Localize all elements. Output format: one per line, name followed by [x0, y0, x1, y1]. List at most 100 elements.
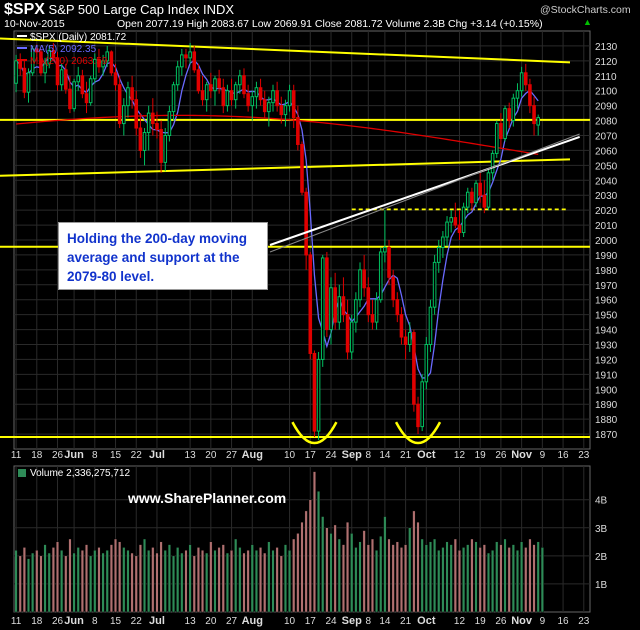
candle-body [250, 96, 255, 107]
candle-body [262, 99, 267, 113]
candle-body [366, 287, 371, 316]
candle-body [258, 87, 263, 101]
volume-bar [279, 555, 283, 613]
candle-body [242, 75, 246, 95]
volume-bar [499, 544, 503, 613]
candle-body [370, 314, 375, 323]
candle-body [345, 314, 350, 353]
bottom-arc [291, 421, 338, 445]
volume-bar [225, 552, 229, 613]
x-tick-label: Aug [242, 615, 263, 627]
volume-bar [312, 471, 316, 613]
volume-bar [428, 541, 432, 613]
volume-tick-label: 1B [595, 580, 608, 591]
volume-bar [242, 552, 246, 613]
candle-body [117, 84, 122, 125]
candle-body [490, 152, 495, 174]
volume-bar [47, 552, 51, 613]
volume-bar [109, 544, 113, 613]
candle-body [287, 90, 292, 107]
candle-body [337, 296, 342, 323]
x-tick-label: 22 [131, 616, 143, 627]
volume-bar [167, 544, 171, 613]
x-tick-label: 21 [400, 616, 412, 627]
x-tick-label: 24 [325, 616, 337, 627]
candle-body [39, 51, 43, 74]
candle-body [387, 246, 391, 278]
legend-ma5: MA(5) 2092.35 [30, 44, 97, 55]
volume-bar [93, 550, 97, 613]
x-tick-label: 10 [284, 450, 296, 461]
volume-bar [300, 521, 304, 613]
price-tick-label: 1990 [595, 251, 618, 262]
volume-bar [43, 544, 47, 613]
price-tick-label: 1950 [595, 311, 618, 322]
volume-bar [383, 516, 387, 613]
trendline-channel [0, 158, 571, 177]
candle-body [55, 57, 60, 86]
volume-bar [201, 550, 205, 613]
volume-bar [304, 510, 308, 613]
volume-bar [221, 544, 225, 613]
volume-bar [317, 491, 321, 613]
candle-body [312, 352, 317, 432]
candle-body [304, 191, 308, 256]
candle-body [209, 84, 213, 92]
volume-bar [230, 550, 234, 613]
candle-body [333, 287, 337, 323]
x-tick-label: Oct [417, 615, 436, 627]
chart-header: $SPX S&P 500 Large Cap Index INDX [4, 1, 234, 19]
volume-bar [424, 544, 428, 613]
candle-body [105, 51, 110, 62]
volume-bar [72, 552, 76, 613]
price-tick-label: 1980 [595, 266, 618, 277]
x-tick-label: Aug [242, 449, 263, 461]
candle-body [275, 90, 279, 107]
candle-body [30, 48, 35, 74]
price-tick-label: 2010 [595, 221, 618, 232]
candle-body [291, 90, 296, 119]
x-tick-label: 16 [558, 616, 570, 627]
symbol: $SPX [4, 1, 45, 18]
candle-body [122, 105, 126, 125]
volume-bar [64, 555, 68, 613]
candle-body [515, 90, 520, 99]
candle-body [383, 246, 387, 253]
volume-bar [97, 547, 101, 613]
volume-bar [68, 538, 72, 613]
candle-body [395, 299, 400, 316]
candle-body [445, 221, 449, 238]
volume-bar [395, 541, 399, 613]
volume-bar [234, 538, 238, 613]
candle-body [47, 49, 52, 65]
candle-body [233, 84, 238, 101]
price-tick-label: 2130 [595, 42, 618, 53]
price-tick-label: 1890 [595, 400, 618, 411]
candle-body [167, 111, 172, 137]
candle-body [461, 206, 466, 234]
candle-body [72, 81, 76, 110]
volume-bar [56, 541, 59, 613]
x-tick-label: 19 [475, 616, 487, 627]
volume-bar [466, 544, 470, 613]
candle-body [93, 58, 97, 80]
candle-body [358, 269, 362, 301]
candle-body [18, 60, 23, 69]
candle-body [308, 254, 313, 354]
x-tick-label: 13 [185, 450, 197, 461]
watermark: www.SharePlanner.com [128, 490, 287, 506]
volume-bar [528, 538, 532, 613]
candle-body [424, 344, 429, 383]
volume-bar [346, 521, 350, 613]
x-tick-label: Jun [64, 615, 84, 627]
x-tick-label: 15 [110, 450, 122, 461]
volume-bar [35, 550, 39, 613]
x-tick-label: Sep [342, 615, 362, 627]
price-tick-label: 2070 [595, 132, 618, 143]
volume-bar [354, 547, 358, 613]
volume-tick-label: 4B [595, 496, 608, 507]
volume-bar [184, 550, 188, 613]
volume-bar [536, 541, 540, 613]
volume-bar [482, 544, 486, 613]
